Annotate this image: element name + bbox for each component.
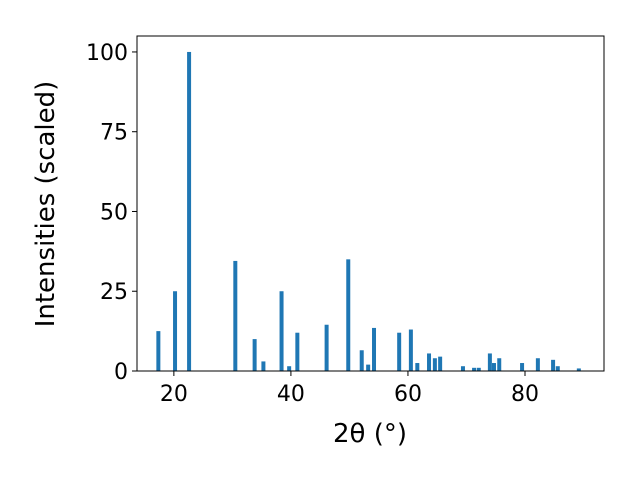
bar (156, 331, 161, 371)
bar (535, 358, 540, 371)
bar (295, 332, 300, 371)
bar (372, 327, 377, 371)
y-tick-label: 50 (100, 200, 128, 225)
y-tick-label: 100 (86, 41, 128, 66)
bar (324, 324, 329, 371)
bar (173, 291, 178, 371)
bar (432, 358, 437, 371)
y-tick-label: 0 (114, 360, 128, 385)
bar (261, 361, 266, 371)
bar (551, 359, 556, 371)
bar (476, 367, 481, 371)
bar (233, 260, 238, 371)
bar (460, 366, 465, 371)
bar (252, 339, 257, 371)
bar (359, 350, 364, 371)
x-tick-label: 60 (394, 382, 422, 407)
x-tick-label: 40 (277, 382, 305, 407)
bar (408, 329, 413, 371)
bar (366, 364, 371, 371)
bar (187, 51, 192, 371)
y-axis-label: Intensities (scaled) (31, 81, 61, 328)
bar (346, 259, 351, 371)
y-tick-label: 75 (100, 121, 128, 146)
plot-frame (136, 35, 605, 372)
bar (472, 367, 477, 371)
bar (415, 363, 420, 371)
bar (287, 366, 292, 371)
bar (438, 356, 443, 371)
bar (487, 353, 492, 371)
bar (520, 363, 525, 371)
bar (397, 332, 402, 371)
bar (555, 366, 560, 371)
bar (497, 358, 502, 371)
x-tick-label: 80 (511, 382, 539, 407)
bar (491, 363, 496, 371)
bar (279, 291, 284, 371)
x-tick-label: 20 (160, 382, 188, 407)
bar (576, 368, 581, 371)
y-tick-label: 25 (100, 280, 128, 305)
bar (427, 353, 432, 371)
x-axis-label: 2θ (°) (333, 419, 407, 449)
